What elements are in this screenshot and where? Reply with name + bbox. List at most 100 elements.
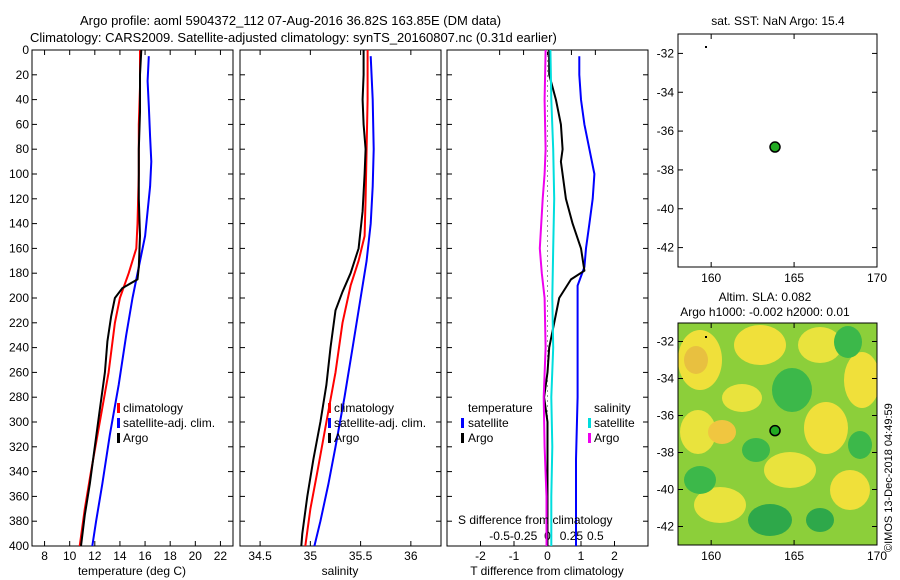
map-y-tick-label: -36	[657, 409, 675, 423]
map-y-tick-label: -42	[657, 520, 675, 534]
map-y-tick-label: -42	[657, 241, 675, 255]
legend-swatch-argo	[328, 433, 331, 443]
map-x-tick-label: 170	[867, 549, 887, 563]
y-tick-label: 380	[9, 514, 29, 528]
y-tick-label: 360	[9, 489, 29, 503]
map-x-tick-label: 170	[867, 271, 887, 285]
legend-label-t-satellite: satellite	[468, 416, 509, 430]
map-y-tick-label: -38	[657, 446, 675, 460]
map-y-tick-label: -34	[657, 372, 675, 386]
map-x-tick-label: 165	[784, 271, 804, 285]
x-tick-label: -1	[509, 549, 520, 563]
x-tick-label: 18	[164, 549, 178, 563]
series-line-argo	[300, 50, 367, 547]
map-x-tick-label: 160	[701, 549, 721, 563]
sla-map-land-speck	[705, 336, 707, 338]
s-tick-label: -0.5	[489, 529, 510, 543]
x-tick-label: -2	[475, 549, 486, 563]
sla-map-frame	[677, 322, 878, 546]
legend-label-satellite: satellite-adj. clim.	[123, 416, 215, 430]
y-tick-label: 20	[16, 68, 30, 82]
s-tick-label: 0.5	[587, 529, 604, 543]
sst-map-land-speck	[705, 46, 707, 48]
figure-title-line2: Climatology: CARS2009. Satellite-adjuste…	[30, 30, 557, 45]
legend-label-t-argo: Argo	[468, 431, 494, 445]
x-tick-label: 34.5	[248, 549, 272, 563]
map-x-tick-label: 160	[701, 271, 721, 285]
difference-legend: temperature satellite Argo salinity sate…	[461, 401, 635, 445]
x-tick-label: 12	[88, 549, 102, 563]
x-tick-label: 10	[63, 549, 77, 563]
y-tick-label: 140	[9, 217, 29, 231]
y-tick-label: 100	[9, 167, 29, 181]
sst-map-panel: sat. SST: NaN Argo: 15.4 -32 -34 -36 -38 -40…	[657, 14, 888, 285]
legend-heading-salinity: salinity	[594, 401, 631, 415]
s-tick-label: 0.25	[560, 529, 584, 543]
x-tick-label: 16	[138, 549, 152, 563]
difference-xlabel: T difference from climatology	[470, 564, 624, 578]
legend-label-s-argo: Argo	[594, 431, 620, 445]
temperature-xlabel: temperature (deg C)	[78, 564, 186, 578]
legend-label-argo: Argo	[123, 431, 149, 445]
x-tick-label: 36	[404, 549, 418, 563]
sst-map-title: sat. SST: NaN Argo: 15.4	[711, 14, 845, 28]
sla-map-panel: Altim. SLA: 0.082 Argo h1000: -0.002 h20…	[657, 290, 888, 563]
y-tick-label: 80	[16, 142, 30, 156]
legend-label-climatology: climatology	[123, 401, 183, 415]
y-tick-label: 40	[16, 93, 30, 107]
y-tick-label: 0	[22, 43, 29, 57]
map-y-tick-label: -32	[657, 335, 675, 349]
y-tick-label: 340	[9, 465, 29, 479]
series-line-t-satellite	[575, 56, 596, 546]
map-y-tick-label: -32	[657, 46, 675, 60]
sla-heatmap-field	[678, 323, 877, 545]
legend-label-argo: Argo	[334, 431, 360, 445]
legend-label-climatology: climatology	[334, 401, 394, 415]
y-tick-label: 260	[9, 365, 29, 379]
map-y-tick-label: -40	[657, 202, 675, 216]
y-tick-label: 280	[9, 390, 29, 404]
argo-float-marker	[769, 424, 781, 437]
series-line-argo	[80, 49, 143, 547]
x-tick-label: 22	[214, 549, 228, 563]
x-tick-label: 14	[113, 549, 127, 563]
legend-swatch-climatology	[117, 403, 120, 413]
x-tick-label: 1	[578, 549, 585, 563]
y-tick-label: 300	[9, 415, 29, 429]
legend-swatch-argo	[117, 433, 120, 443]
map-y-tick-label: -36	[657, 124, 675, 138]
y-tick-label: 240	[9, 341, 29, 355]
y-tick-label: 60	[16, 117, 30, 131]
map-y-tick-label: -40	[657, 483, 675, 497]
x-tick-label: 8	[41, 549, 48, 563]
legend-label-s-satellite: satellite	[594, 416, 635, 430]
y-tick-label: 220	[9, 316, 29, 330]
map-y-tick-label: -34	[657, 85, 675, 99]
map-y-tick-label: -38	[657, 163, 675, 177]
legend-swatch-s-satellite	[588, 418, 591, 428]
difference-secondary-xlabel: S difference from climatology	[458, 513, 613, 527]
salinity-xlabel: salinity	[322, 564, 359, 578]
salinity-legend: climatology satellite-adj. clim. Argo	[328, 401, 426, 445]
y-tick-label: 180	[9, 266, 29, 280]
y-tick-label: 160	[9, 241, 29, 255]
s-tick-label: -0.25	[510, 529, 538, 543]
x-tick-label: 20	[189, 549, 203, 563]
legend-swatch-t-satellite	[461, 418, 464, 428]
y-tick-label: 120	[9, 192, 29, 206]
y-tick-label: 200	[9, 291, 29, 305]
x-tick-label: 35.5	[349, 549, 373, 563]
series-line-satellite-adj-clim-	[313, 56, 375, 547]
legend-heading-temperature: temperature	[468, 401, 533, 415]
legend-swatch-satellite	[328, 418, 331, 428]
legend-swatch-s-argo	[588, 433, 591, 443]
legend-swatch-satellite	[117, 418, 120, 428]
figure-title-line1: Argo profile: aoml 5904372_112 07-Aug-20…	[80, 13, 501, 28]
series-line-satellite-adj-clim-	[91, 56, 153, 547]
argo-float-marker	[769, 141, 781, 153]
legend-swatch-t-argo	[461, 433, 464, 443]
salinity-panel: 34.5 35 35.5 36 climatology satellite-adj. …	[239, 49, 442, 578]
temperature-legend: climatology satellite-adj. clim. Argo	[117, 401, 215, 445]
x-tick-label: 0	[544, 549, 551, 563]
